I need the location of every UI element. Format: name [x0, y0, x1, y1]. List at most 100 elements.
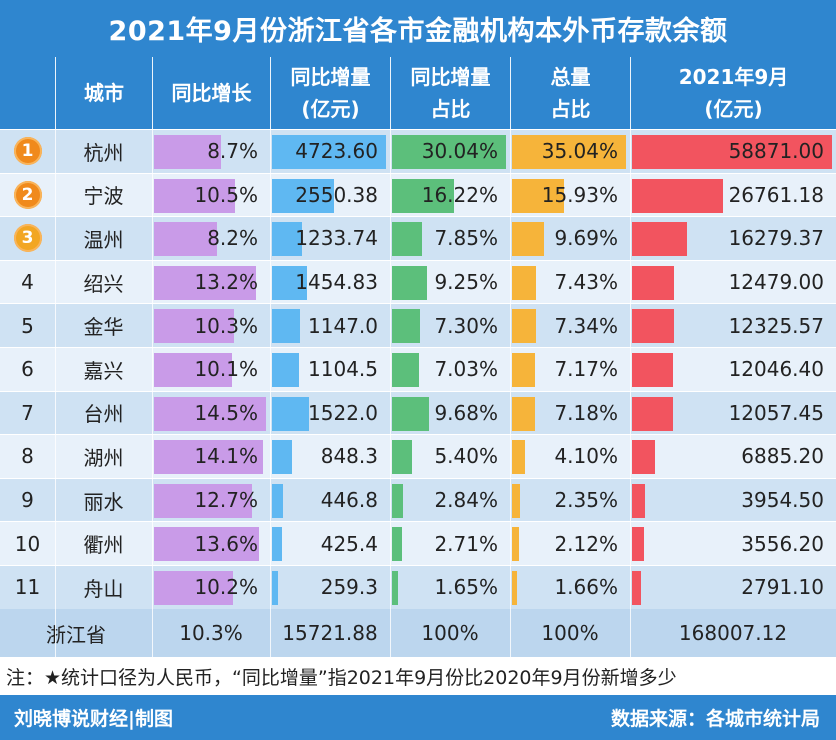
data-label-growth: 14.5%	[194, 400, 258, 425]
city-cell: 舟山	[83, 576, 124, 601]
data-label-totShare: 15.93%	[541, 182, 618, 207]
data-label-increase: 4723.60	[295, 139, 378, 164]
data-bar-growth	[154, 440, 263, 475]
data-label-amount: 58871.00	[728, 139, 824, 164]
data-label-incShare: 9.68%	[434, 400, 498, 425]
data-bar-increase	[272, 222, 302, 257]
data-label-growth: 14.1%	[194, 444, 258, 469]
rank-cell: 11	[14, 575, 41, 600]
total-amount: 168007.12	[678, 621, 788, 645]
data-bar-totShare	[512, 222, 544, 257]
data-label-increase: 259.3	[320, 575, 378, 600]
city-cell: 温州	[83, 227, 124, 252]
header-yoy-growth-label: 同比增长	[171, 81, 252, 105]
city-cell: 衢州	[83, 533, 124, 558]
rank-medal-icon: 1	[13, 137, 42, 166]
column-divider	[270, 57, 271, 663]
data-label-growth: 8.2%	[207, 226, 258, 251]
data-label-totShare: 2.35%	[554, 488, 618, 513]
data-bar-totShare	[512, 440, 526, 475]
city-cell: 台州	[83, 402, 124, 427]
data-label-increase: 1454.83	[295, 270, 378, 295]
column-divider	[630, 57, 631, 663]
rank-cell: 5	[21, 313, 34, 338]
total-total-share: 100%	[541, 621, 599, 645]
data-label-incShare: 1.65%	[434, 575, 498, 600]
table-row: 6 嘉兴 10.1% 1104.5 7.03% 7.17% 12046.40	[0, 347, 836, 391]
data-label-totShare: 7.17%	[554, 357, 618, 382]
rank-cell: 4	[21, 270, 34, 295]
data-bar-amount	[632, 483, 646, 518]
rank-cell: 8	[21, 444, 34, 469]
table-row: 1 杭州 8.7% 4723.60 30.04% 35.04% 58871.00	[0, 129, 836, 173]
data-bar-increase	[272, 265, 308, 300]
city-cell: 湖州	[83, 445, 124, 470]
city-cell: 嘉兴	[83, 358, 124, 383]
data-label-increase: 425.4	[320, 531, 378, 556]
data-label-growth: 10.1%	[194, 357, 258, 382]
table-row: 8 湖州 14.1% 848.3 5.40% 4.10% 6885.20	[0, 434, 836, 478]
data-bar-growth	[154, 571, 233, 605]
footnote: 注：★统计口径为人民币，“同比增量”指2021年9月份比2020年9月份新增多少	[0, 657, 836, 695]
data-bar-growth	[154, 353, 232, 387]
data-label-growth: 13.6%	[194, 531, 258, 556]
total-inc-share: 100%	[421, 621, 479, 645]
data-bar-increase	[272, 571, 279, 605]
data-label-growth: 10.3%	[194, 313, 258, 338]
data-bar-amount	[632, 396, 673, 431]
city-cell: 宁波	[83, 184, 124, 209]
data-label-amount: 12057.45	[728, 400, 824, 425]
data-bar-totShare	[512, 483, 520, 518]
rank-cell: 7	[21, 400, 34, 425]
data-bar-totShare	[512, 265, 537, 300]
data-bar-totShare	[512, 396, 536, 431]
data-label-incShare: 2.84%	[434, 488, 498, 513]
data-bar-increase	[272, 178, 334, 213]
column-divider	[55, 57, 56, 663]
data-label-increase: 1147.0	[308, 313, 378, 338]
data-label-totShare: 2.12%	[554, 531, 618, 556]
table-row: 2 宁波 10.5% 2550.38 16.22% 15.93% 26761.18	[0, 172, 836, 217]
data-bar-growth	[154, 527, 260, 562]
data-label-amount: 3954.50	[741, 488, 824, 513]
data-label-totShare: 7.18%	[554, 400, 618, 425]
table-header: 城市 同比增长 同比增量 (亿元) 同比增量 占比 总量 占比 2021年9月 (亿元)	[0, 57, 836, 129]
data-label-growth: 10.5%	[194, 182, 258, 207]
data-bar-incShare	[392, 265, 428, 300]
header-amount-unit: (亿元)	[704, 97, 763, 121]
data-bar-totShare	[512, 527, 519, 562]
data-label-incShare: 30.04%	[421, 139, 498, 164]
data-label-incShare: 7.03%	[434, 357, 498, 382]
data-bar-increase	[272, 396, 309, 431]
header-amount-label: 2021年9月	[678, 65, 789, 89]
footer: 刘晓博说财经|制图 数据来源：各城市统计局	[0, 695, 836, 740]
total-growth: 10.3%	[179, 621, 243, 645]
data-label-amount: 6885.20	[741, 444, 824, 469]
rank-cell: 1	[0, 130, 55, 173]
page-title: 2021年9月份浙江省各市金融机构本外币存款余额	[0, 0, 836, 57]
column-divider	[390, 57, 391, 663]
data-label-amount: 16279.37	[728, 226, 824, 251]
data-bar-incShare	[392, 309, 420, 344]
data-label-incShare: 2.71%	[434, 531, 498, 556]
data-bar-totShare	[512, 178, 564, 213]
header-increase-share-label: 同比增量	[410, 65, 491, 89]
data-label-growth: 12.7%	[194, 488, 258, 513]
column-divider	[152, 57, 153, 663]
header-yoy-growth: 同比增长	[152, 57, 270, 129]
data-bar-totShare	[512, 571, 518, 605]
data-bar-growth	[154, 135, 222, 169]
data-bar-amount	[632, 265, 675, 300]
data-label-incShare: 7.85%	[434, 226, 498, 251]
data-label-increase: 446.8	[320, 488, 378, 513]
city-cell: 金华	[83, 315, 124, 340]
data-bar-amount	[632, 309, 674, 344]
data-label-increase: 1233.74	[295, 226, 378, 251]
header-total-share-label: 总量	[550, 65, 591, 89]
data-bar-increase	[272, 483, 283, 518]
header-yoy-increase: 同比增量 (亿元)	[270, 57, 390, 129]
table-row: 5 金华 10.3% 1147.0 7.30% 7.34% 12325.57	[0, 303, 836, 347]
table-row: 3 温州 8.2% 1233.74 7.85% 9.69% 16279.37	[0, 216, 836, 260]
data-bar-incShare	[392, 527, 403, 562]
city-cell: 丽水	[83, 489, 124, 514]
